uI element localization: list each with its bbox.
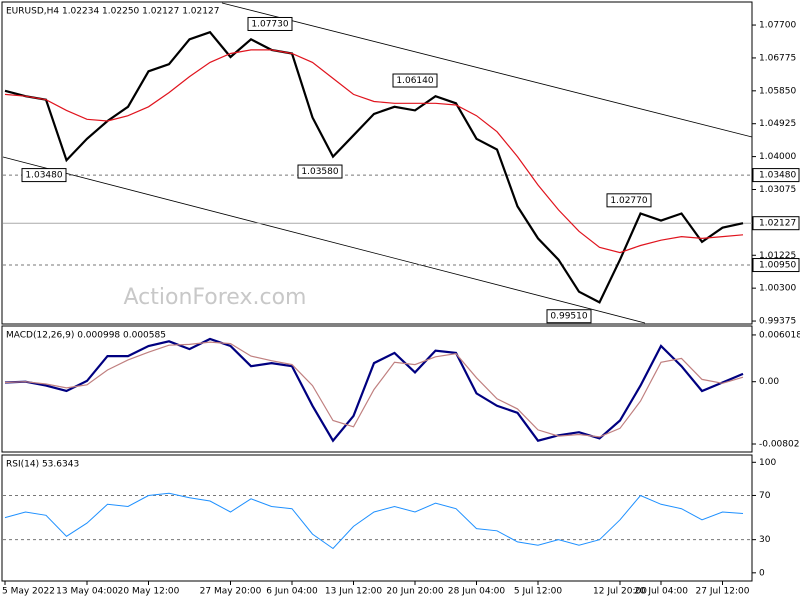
annotation-box <box>247 16 293 31</box>
y-tick-label: 0.00 <box>759 377 779 387</box>
x-tick-label: 28 Jun 04:00 <box>448 587 505 597</box>
series-line <box>4 49 744 254</box>
level-label: 1.00950 <box>759 261 796 271</box>
x-tick-label: 5 Jul 12:00 <box>514 587 563 597</box>
x-tick-label: 20 Jun 20:00 <box>386 587 443 597</box>
y-tick-label: 1.01225 <box>759 251 796 261</box>
series-line <box>4 492 744 550</box>
y-tick-label: 0.99375 <box>759 317 796 327</box>
x-tick-label: 6 Jun 04:00 <box>266 587 318 597</box>
y-tick-label: 30 <box>759 535 771 545</box>
x-tick-label: 13 May 04:00 <box>56 587 118 597</box>
annotation-label: 1.03580 <box>301 167 338 177</box>
y-tick-label: 1.04925 <box>759 119 796 129</box>
series-line <box>4 337 744 443</box>
y-tick-label: -0.00802 <box>759 440 799 450</box>
panel-title: EURUSD,H4 1.02234 1.02250 1.02127 1.0212… <box>6 7 219 17</box>
annotation-box <box>297 164 343 179</box>
y-tick-label: 1.06775 <box>759 53 796 63</box>
last-price-box <box>752 216 800 231</box>
last-price-label: 1.02127 <box>759 219 796 229</box>
annotation-label: 1.03480 <box>25 171 62 181</box>
x-tick-label: 5 May 2022 <box>2 587 55 597</box>
rsi-panel <box>1 454 753 582</box>
x-tick-label: 27 Jul 12:00 <box>696 587 750 597</box>
series-line <box>4 341 744 438</box>
macd-panel <box>1 325 753 453</box>
channel-line <box>221 2 753 138</box>
annotation-box <box>606 193 652 208</box>
level-box <box>752 168 800 183</box>
y-tick-label: 100 <box>759 458 776 468</box>
y-tick-label: 1.04000 <box>759 152 796 162</box>
x-tick-label: 20 May 12:00 <box>118 587 180 597</box>
y-tick-label: 1.00300 <box>759 284 796 294</box>
y-tick-label: 0 <box>759 568 765 578</box>
annotation-label: 1.06140 <box>396 76 433 86</box>
series-line <box>4 30 744 304</box>
x-tick-label: 12 Jul 20:00 <box>593 587 647 597</box>
panel-title: MACD(12,26,9) 0.000998 0.000585 <box>6 331 166 341</box>
x-tick-label: 13 Jun 12:00 <box>325 587 382 597</box>
watermark: ActionForex.com <box>124 285 307 310</box>
channel-line <box>2 156 646 324</box>
panel-title: RSI(14) 53.6343 <box>6 460 79 470</box>
y-tick-label: 1.07700 <box>759 21 796 31</box>
annotation-label: 0.99510 <box>550 312 587 322</box>
y-tick-label: 70 <box>759 491 771 501</box>
level-box <box>752 258 800 273</box>
x-tick-label: 27 May 20:00 <box>200 587 262 597</box>
y-tick-label: 0.006018 <box>759 330 800 340</box>
annotation-label: 1.07730 <box>251 19 288 29</box>
annotation-label: 1.02770 <box>610 196 647 206</box>
level-label: 1.03480 <box>759 171 796 181</box>
x-tick-label: 20 Jul 04:00 <box>634 587 688 597</box>
price-panel <box>1 1 753 325</box>
annotation-box <box>392 73 438 88</box>
y-tick-label: 1.05850 <box>759 86 796 96</box>
annotation-box <box>546 309 592 324</box>
y-tick-label: 1.03075 <box>759 185 796 195</box>
annotation-box <box>21 168 67 183</box>
